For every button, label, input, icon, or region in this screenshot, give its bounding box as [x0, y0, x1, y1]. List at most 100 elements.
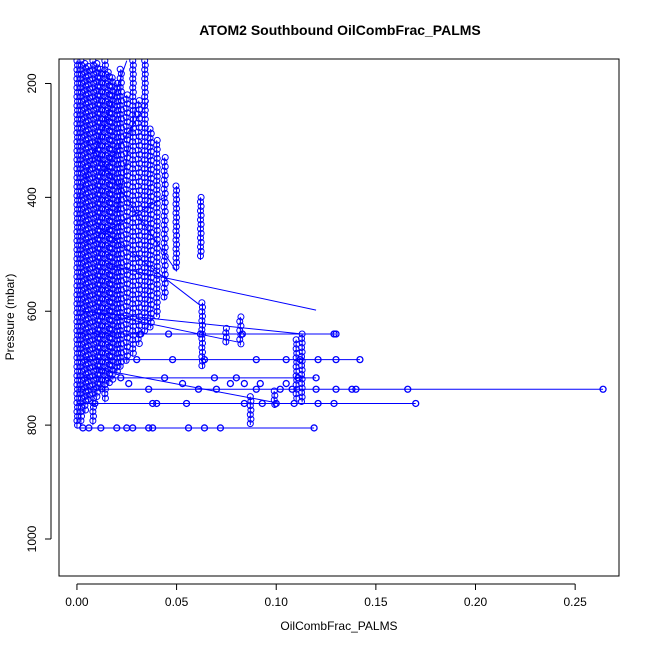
data-point [153, 298, 161, 306]
data-column [298, 330, 306, 406]
data-point [84, 260, 92, 268]
data-point [96, 209, 104, 217]
data-point [113, 273, 121, 281]
data-point [122, 239, 130, 247]
data-point [222, 338, 230, 346]
data-point [129, 228, 137, 236]
data-point [73, 102, 81, 110]
data-point [141, 120, 149, 128]
data-point [73, 165, 81, 173]
data-point [240, 379, 248, 388]
data-point [77, 408, 85, 416]
data-point [96, 146, 104, 154]
data-point [84, 359, 92, 367]
data-point [258, 399, 266, 408]
data-point [73, 66, 81, 74]
data-point [113, 345, 121, 353]
data-point [141, 286, 149, 294]
data-point [122, 185, 130, 193]
data-point [153, 190, 161, 198]
data-point [160, 230, 168, 238]
data-point [108, 155, 116, 163]
data-point [96, 182, 104, 190]
x-tick-label: 0.20 [464, 595, 488, 609]
data-point [73, 381, 81, 389]
data-point [84, 377, 92, 385]
data-point [113, 291, 121, 299]
data-point [73, 138, 81, 146]
data-point [153, 145, 161, 153]
data-point [84, 332, 92, 340]
data-point [117, 241, 125, 249]
data-point [298, 348, 306, 356]
data-point [271, 391, 279, 399]
data-point [160, 221, 168, 229]
data-point [210, 374, 219, 382]
data-point [73, 417, 81, 425]
data-point [198, 308, 206, 316]
data-point [141, 295, 149, 303]
data-point [113, 237, 121, 245]
data-point [141, 304, 149, 312]
data-point [96, 92, 104, 100]
series-line [84, 196, 165, 244]
data-point [222, 329, 230, 337]
x-axis: 0.00 0.05 0.10 0.15 0.20 0.25 [65, 583, 587, 609]
data-point [200, 424, 209, 432]
data-point [298, 344, 306, 352]
data-point [116, 92, 124, 100]
y-axis: 200 400 600 800 1000 [25, 73, 52, 552]
data-point [161, 226, 169, 234]
data-point [117, 88, 125, 96]
data-point [84, 269, 92, 277]
data-point [197, 247, 205, 255]
data-point [73, 156, 81, 164]
data-point [153, 231, 161, 239]
data-point [137, 330, 145, 338]
data-point [153, 217, 161, 225]
data-point [153, 262, 161, 270]
data-point [294, 374, 302, 382]
data-point [145, 385, 153, 393]
data-point [116, 110, 124, 118]
data-point [84, 215, 92, 223]
data-point [108, 110, 116, 118]
data-point [271, 400, 279, 408]
data-point [197, 220, 205, 228]
data-point [116, 299, 124, 307]
data-point [196, 234, 204, 242]
y-tick-label: 200 [25, 73, 39, 93]
data-point [141, 255, 149, 263]
y-tick-label: 1000 [25, 525, 39, 552]
data-point [129, 66, 137, 74]
data-point [141, 219, 149, 227]
data-point [198, 344, 206, 352]
data-point [108, 254, 116, 262]
data-point [117, 322, 125, 330]
data-point [96, 290, 104, 298]
data-point [117, 340, 125, 348]
data-point [113, 120, 121, 128]
data-point [172, 200, 180, 208]
data-column [222, 324, 230, 346]
data-point [134, 245, 142, 253]
data-point [134, 128, 142, 136]
data-point [117, 178, 125, 186]
data-point [117, 160, 125, 168]
data-point [173, 213, 181, 221]
data-point [96, 335, 104, 343]
data-point [73, 201, 81, 209]
data-point [141, 174, 149, 182]
data-point [117, 196, 125, 204]
data-point [200, 355, 209, 364]
data-point [134, 200, 142, 208]
data-point [141, 156, 149, 164]
data-point [129, 255, 137, 263]
data-point [141, 59, 149, 65]
data-point [298, 393, 306, 401]
data-point [246, 420, 254, 428]
data-point [96, 353, 104, 361]
data-point [96, 281, 104, 289]
data-point [146, 179, 154, 187]
data-point [96, 137, 104, 145]
